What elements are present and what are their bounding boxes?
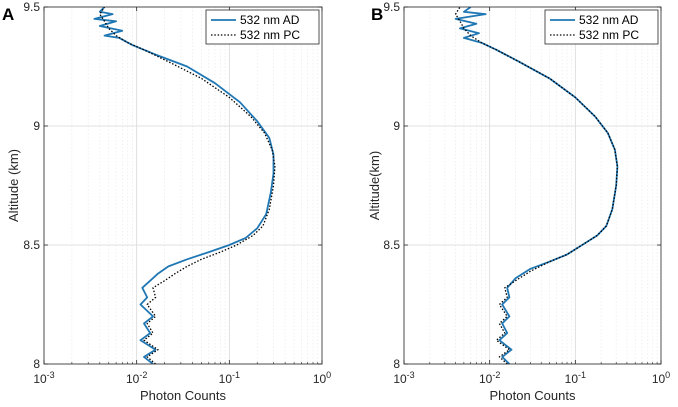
series-line-pc xyxy=(454,7,619,364)
legend-label-ad: 532 nm AD xyxy=(579,13,639,27)
x-tick-label-exponent: -1 xyxy=(232,370,240,380)
x-tick-label-exponent: -2 xyxy=(139,370,147,380)
x-tick-label-base: 10 xyxy=(479,372,493,386)
legend-label-pc: 532 nm PC xyxy=(579,28,639,42)
series-line-ad xyxy=(93,7,275,364)
x-tick-label: 10-2 xyxy=(479,370,500,386)
legend-box xyxy=(205,9,320,45)
x-tick-label-base: 10 xyxy=(393,372,407,386)
y-axis-label: Altitude(km) xyxy=(367,151,382,220)
x-tick-label: 10-3 xyxy=(33,370,54,386)
x-tick-label: 10-1 xyxy=(565,370,586,386)
y-tick-label: 9.5 xyxy=(23,0,40,14)
x-tick-label: 100 xyxy=(652,370,670,386)
x-tick-label-exponent: 0 xyxy=(665,370,670,380)
y-tick-label: 8.5 xyxy=(383,238,400,252)
x-tick-label-exponent: -3 xyxy=(407,370,415,380)
series-line-ad xyxy=(454,7,619,364)
x-tick-label: 10-2 xyxy=(126,370,147,386)
x-tick-label: 100 xyxy=(313,370,331,386)
plot-area xyxy=(44,7,322,364)
legend-box xyxy=(544,9,659,45)
x-tick-label-exponent: -3 xyxy=(47,370,55,380)
y-tick-label: 9.5 xyxy=(383,0,400,14)
x-tick-label-exponent: -2 xyxy=(492,370,500,380)
y-tick-label: 8 xyxy=(33,357,40,371)
x-tick-label-base: 10 xyxy=(33,372,47,386)
y-tick-label: 9 xyxy=(393,119,400,133)
panel-letter: B xyxy=(371,5,383,24)
panel-letter: A xyxy=(2,5,14,24)
x-tick-label: 10-1 xyxy=(219,370,240,386)
axes-box xyxy=(403,6,662,365)
x-tick-label-exponent: -1 xyxy=(578,370,586,380)
x-tick-label-base: 10 xyxy=(652,372,666,386)
x-tick-label-base: 10 xyxy=(313,372,327,386)
y-axis-label: Altitude (km) xyxy=(6,149,21,222)
axes-box xyxy=(43,6,323,365)
y-tick-label: 8.5 xyxy=(23,238,40,252)
x-tick-label-base: 10 xyxy=(126,372,140,386)
x-tick-label: 10-3 xyxy=(393,370,414,386)
y-tick-label: 9 xyxy=(33,119,40,133)
legend-label-ad: 532 nm AD xyxy=(240,13,300,27)
legend-label-pc: 532 nm PC xyxy=(240,28,300,42)
x-tick-label-exponent: 0 xyxy=(326,370,331,380)
x-tick-label-base: 10 xyxy=(565,372,579,386)
x-axis-label: Photon Counts xyxy=(489,388,576,403)
y-tick-label: 8 xyxy=(393,357,400,371)
plot-area xyxy=(404,7,661,364)
x-tick-label-base: 10 xyxy=(219,372,233,386)
x-axis-label: Photon Counts xyxy=(140,388,227,403)
grid xyxy=(43,6,322,365)
